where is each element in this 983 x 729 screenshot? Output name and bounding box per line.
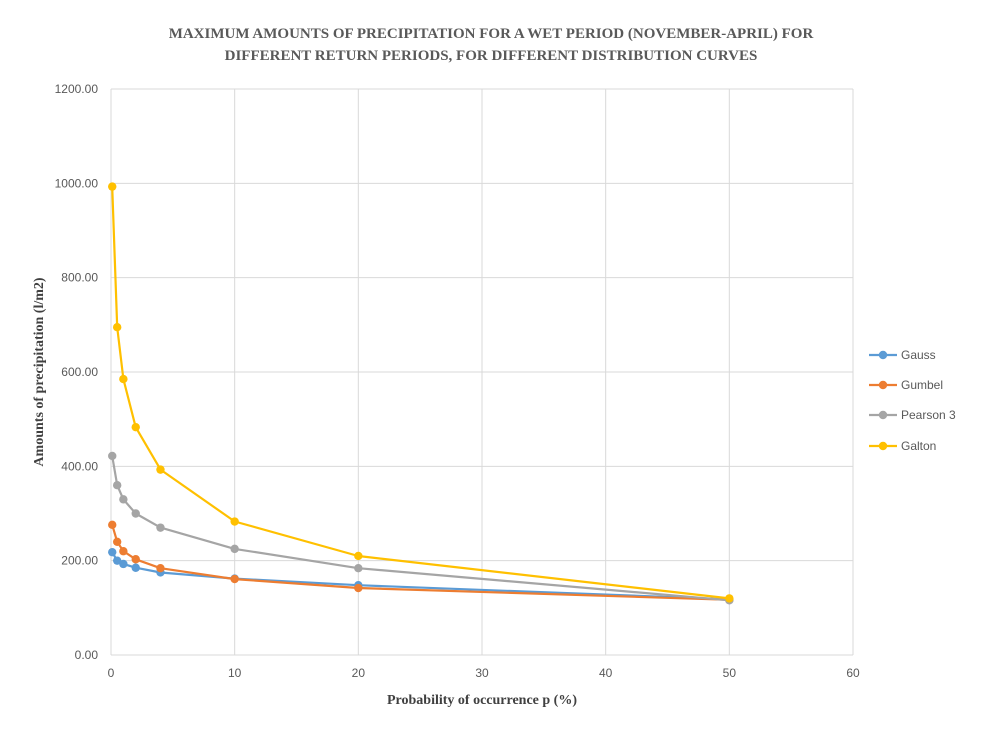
chart-title-line-1: MAXIMUM AMOUNTS OF PRECIPITATION FOR A W… (169, 26, 814, 42)
y-tick-label: 600.00 (61, 365, 98, 379)
data-point (112, 537, 122, 546)
y-tick-label: 1000.00 (55, 176, 99, 190)
x-tick-label: 20 (352, 666, 366, 680)
legend-item: Gauss (869, 348, 936, 362)
data-point (119, 547, 128, 556)
legend-item: Galton (869, 439, 936, 453)
series-gauss (108, 547, 734, 604)
data-point (131, 555, 140, 564)
data-point (108, 182, 117, 191)
y-tick-label: 400.00 (61, 459, 98, 473)
x-tick-label: 40 (599, 666, 613, 680)
x-tick-label: 30 (475, 666, 489, 680)
data-point (230, 574, 239, 584)
data-point (112, 322, 122, 332)
data-point (230, 544, 239, 554)
series-line (111, 455, 730, 602)
series-layer (108, 182, 734, 605)
series-line (111, 186, 730, 600)
data-point (725, 594, 734, 603)
legend-swatch-marker (878, 441, 888, 451)
data-point (230, 517, 239, 526)
data-point (354, 564, 363, 573)
y-tick-label: 0.00 (75, 648, 99, 662)
x-axis-label: Probability of occurrence p (%) (387, 693, 577, 708)
y-tick-label: 1200.00 (55, 82, 99, 96)
legend-label: Gumbel (901, 378, 943, 392)
x-tick-label: 60 (846, 666, 860, 680)
legend-swatch-marker (878, 350, 888, 360)
data-point (119, 374, 128, 384)
legend-item: Gumbel (869, 378, 943, 392)
chart-title: MAXIMUM AMOUNTS OF PRECIPITATION FOR A W… (169, 26, 814, 64)
data-point (131, 422, 140, 432)
data-point (108, 547, 117, 557)
data-point (112, 556, 122, 565)
x-tick-label: 10 (228, 666, 242, 680)
legend-label: Gauss (901, 348, 936, 362)
chart-title-line-2: DIFFERENT RETURN PERIODS, FOR DIFFERENT … (225, 48, 758, 64)
y-axis-label: Amounts of precipitation (l/m2) (32, 277, 47, 466)
data-point (354, 551, 363, 561)
legend-item: Pearson 3 (869, 408, 956, 422)
x-tick-label: 0 (108, 666, 115, 680)
data-point (119, 559, 128, 569)
data-point (131, 509, 140, 518)
legend-swatch-marker (878, 410, 888, 420)
legend: Gauss Gumbel Pearson 3 Galton (869, 348, 956, 453)
y-tick-label: 800.00 (61, 271, 98, 285)
axes: 0 10 20 30 40 50 600.00200.00400.00600.00800.0… (55, 82, 860, 680)
legend-label: Pearson 3 (901, 408, 956, 422)
series-pearson-3 (108, 451, 734, 605)
series-galton (108, 182, 734, 603)
data-point (131, 563, 140, 572)
data-point (156, 523, 165, 532)
data-point (112, 481, 122, 490)
data-point (354, 583, 363, 593)
data-point (156, 465, 165, 474)
legend-swatch-marker (878, 380, 888, 390)
data-point (108, 520, 117, 530)
x-tick-label: 50 (723, 666, 737, 680)
data-point (156, 564, 165, 573)
gridlines (110, 88, 854, 656)
legend-label: Galton (901, 439, 936, 453)
y-tick-label: 200.00 (61, 554, 98, 568)
data-point (119, 495, 128, 504)
data-point (108, 451, 117, 461)
